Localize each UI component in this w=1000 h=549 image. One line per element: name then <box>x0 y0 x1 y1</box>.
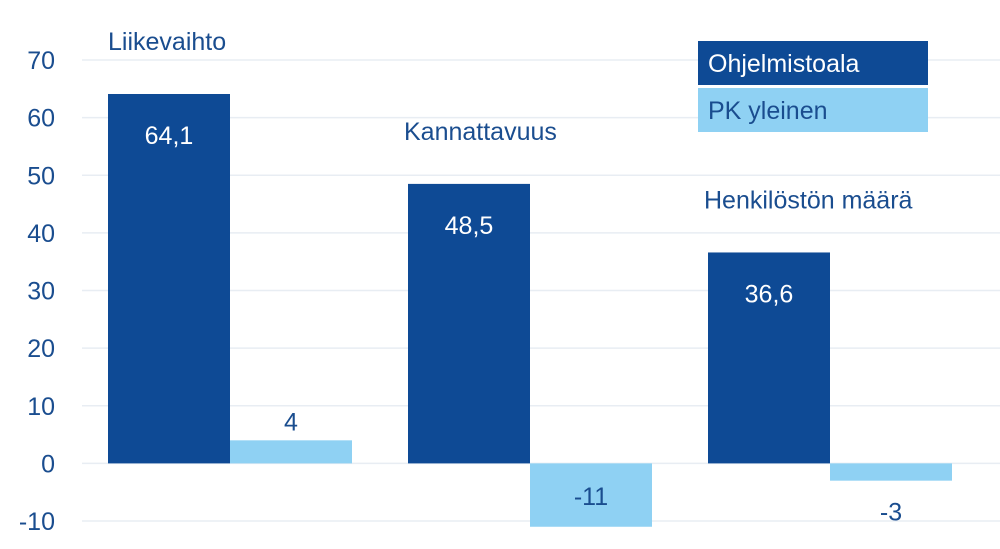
category-label: Liikevaihto <box>108 28 226 56</box>
category-label: Kannattavuus <box>404 118 557 146</box>
data-label: 48,5 <box>445 212 494 240</box>
data-label: -11 <box>574 483 608 511</box>
y-tick-label: 40 <box>27 220 55 248</box>
legend: Ohjelmistoala PK yleinen <box>698 41 928 132</box>
bar-pk-yleinen <box>530 463 652 527</box>
bar-ohjelmistoala <box>408 183 530 464</box>
y-tick-label: 10 <box>27 393 55 421</box>
bar-pk-yleinen <box>830 463 952 481</box>
legend-label: PK yleinen <box>708 97 828 125</box>
y-tick-label: -10 <box>19 508 55 536</box>
category-labels: Liikevaihto Kannattavuus Henkilöstön määrä <box>108 28 913 214</box>
bar-ohjelmistoala <box>708 252 830 464</box>
category-label: Henkilöstön määrä <box>704 186 913 214</box>
data-label: 4 <box>284 408 298 436</box>
y-tick-label: 30 <box>27 278 55 306</box>
legend-swatch <box>698 88 928 132</box>
y-axis-tick-labels: 70 60 50 40 30 20 10 0 -10 <box>19 47 55 536</box>
y-tick-label: 70 <box>27 47 55 75</box>
bar-pk-yleinen <box>230 440 352 464</box>
data-labels: 64,1 4 48,5 -11 36,6 -3 <box>145 122 902 527</box>
data-label: 64,1 <box>145 122 194 150</box>
legend-label: Ohjelmistoala <box>708 50 860 78</box>
y-tick-label: 0 <box>41 450 55 478</box>
legend-swatch <box>698 41 928 85</box>
y-tick-label: 20 <box>27 335 55 363</box>
y-tick-label: 50 <box>27 162 55 190</box>
bar-ohjelmistoala <box>108 93 230 464</box>
data-label: -3 <box>880 499 902 527</box>
bars <box>108 93 952 527</box>
y-tick-label: 60 <box>27 105 55 133</box>
data-label: 36,6 <box>745 280 794 308</box>
